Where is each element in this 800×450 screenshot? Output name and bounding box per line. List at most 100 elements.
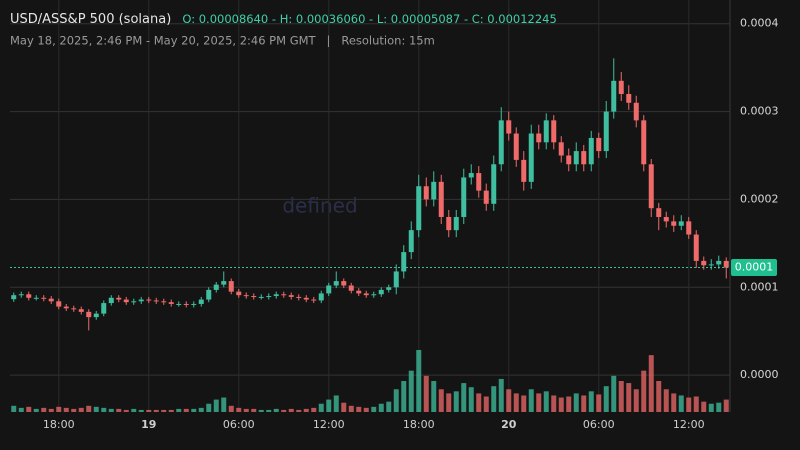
volume-bar <box>78 407 84 412</box>
candle-body <box>573 151 579 165</box>
candle-body <box>303 297 309 300</box>
candle-body <box>206 289 212 300</box>
volume-bar <box>588 391 594 412</box>
candle-body <box>633 102 639 121</box>
volume-bar <box>333 395 339 412</box>
volume-bar <box>206 403 212 412</box>
candle-body <box>386 287 392 290</box>
volume-bar <box>101 407 107 412</box>
volume-bar <box>438 389 444 412</box>
candle-body <box>318 293 324 301</box>
candle-body <box>453 216 459 231</box>
volume-bar <box>71 408 77 412</box>
volume-bar <box>371 406 377 412</box>
volume-bar <box>296 409 302 412</box>
volume-bar <box>626 383 632 412</box>
candle-body <box>78 309 84 312</box>
volume-bar <box>723 399 729 412</box>
candle-body <box>371 294 377 296</box>
candle-body <box>18 294 24 296</box>
candle-body <box>176 303 182 305</box>
volume-bar <box>521 395 527 412</box>
x-tick-label: 18:00 <box>43 418 75 431</box>
candle-body <box>521 159 527 182</box>
candle-body <box>468 173 474 178</box>
candle-body <box>618 80 624 94</box>
volume-bar <box>363 407 369 412</box>
volume-bar <box>311 407 317 412</box>
candle-body <box>258 296 264 298</box>
candle-body <box>446 216 452 231</box>
candle-body <box>543 120 549 143</box>
candle-body <box>461 177 467 217</box>
candle-body <box>431 181 437 200</box>
volume-bar <box>656 381 662 412</box>
candle-body <box>378 289 384 295</box>
volume-bar <box>236 407 242 412</box>
candle-body <box>513 133 519 160</box>
candle-body <box>138 299 144 302</box>
volume-bar <box>138 409 144 412</box>
candle-body <box>281 294 287 296</box>
candle-body <box>326 285 332 294</box>
candle-body <box>183 303 189 305</box>
candle-body <box>146 299 152 301</box>
volume-bar <box>86 405 92 412</box>
candle-body <box>363 293 369 296</box>
candle-body <box>483 190 489 204</box>
candle-body <box>296 296 302 298</box>
volume-bar <box>483 396 489 412</box>
candle-body <box>86 311 92 318</box>
volume-bar <box>303 408 309 412</box>
volume-bar <box>671 393 677 412</box>
volume-bar <box>48 408 54 412</box>
x-tick-label: 06:00 <box>223 418 255 431</box>
volume-bar <box>393 389 399 412</box>
volume-bar <box>596 394 602 412</box>
volume-bar <box>663 389 669 412</box>
candle-body <box>708 264 714 266</box>
volume-bar <box>63 407 69 412</box>
candle-body <box>341 281 347 286</box>
volume-bar <box>168 409 174 412</box>
candle-body <box>423 186 429 200</box>
candle-body <box>401 252 407 272</box>
candle-body <box>663 216 669 222</box>
candle-body <box>716 260 722 265</box>
candle-body <box>693 234 699 261</box>
candle-body <box>596 137 602 152</box>
volume-bar <box>116 408 122 412</box>
candle-body <box>491 164 497 204</box>
volume-bar <box>251 408 257 412</box>
volume-bar <box>498 378 504 412</box>
candle-body <box>131 301 137 303</box>
y-tick-label: 0.0001 <box>740 280 779 293</box>
candle-body <box>48 298 54 302</box>
candle-body <box>611 80 617 112</box>
candle-body <box>228 281 234 292</box>
candle-body <box>506 120 512 134</box>
candle-body <box>626 93 632 103</box>
candle-body <box>168 302 174 304</box>
candle-body <box>41 297 47 299</box>
y-tick-label: 0.0003 <box>740 105 779 118</box>
candle-body <box>26 294 32 298</box>
volume-bar <box>408 370 414 412</box>
candle-body <box>588 137 594 165</box>
watermark: defined <box>282 194 357 218</box>
candle-body <box>11 295 17 300</box>
volume-bar <box>716 402 722 412</box>
volume-bar <box>281 409 287 412</box>
volume-bar <box>401 381 407 412</box>
candle-body <box>476 173 482 191</box>
volume-bar <box>221 397 227 412</box>
volume-bar <box>446 393 452 412</box>
volume-bar <box>558 397 564 412</box>
x-tick-label: 20 <box>501 418 517 431</box>
volume-bar <box>258 409 264 412</box>
candle-body <box>558 142 564 156</box>
x-tick-label: 12:00 <box>673 418 705 431</box>
volume-bar <box>131 408 137 412</box>
candle-body <box>198 299 204 304</box>
volume-bar <box>468 387 474 412</box>
